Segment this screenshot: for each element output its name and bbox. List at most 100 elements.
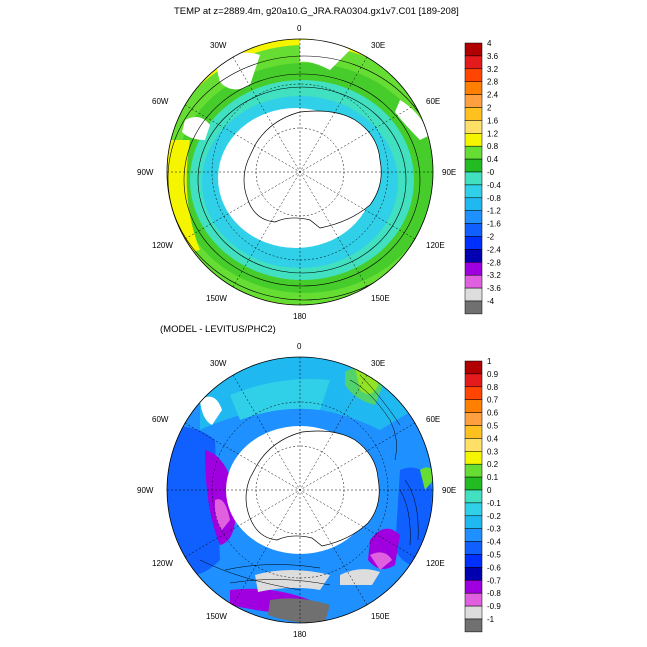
- bottom-colorbar-label-5: 0.5: [487, 422, 499, 431]
- top-lon-60w: 60W: [152, 97, 169, 106]
- bottom-lon-120w: 120W: [152, 559, 173, 568]
- top-colorbar-swatch-12: [464, 197, 483, 211]
- top-colorbar-swatch-11: [464, 184, 483, 199]
- bottom-colorbar-swatch-5: [464, 425, 483, 439]
- bottom-colorbar-label-17: -0.7: [487, 576, 501, 585]
- top-colorbar-label-19: -3.6: [487, 284, 501, 293]
- top-colorbar-label-9: 0.4: [487, 155, 499, 164]
- bottom-lon-150e: 150E: [371, 612, 390, 621]
- bottom-lon-30w: 30W: [210, 359, 227, 368]
- top-colorbar-swatch-14: [464, 223, 483, 237]
- bottom-colorbar-swatch-10: [464, 489, 483, 504]
- bottom-colorbar-swatch-14: [464, 541, 483, 555]
- top-colorbar: 4 3.6 3.2 2.8 2.4 2 1.6 1.2 0.8 0.4 -0 -0.4 -0.8 -1.2…: [464, 39, 501, 315]
- top-colorbar-label-15: -2: [487, 233, 495, 242]
- top-colorbar-swatch-6: [464, 120, 483, 134]
- top-colorbar-label-16: -2.4: [487, 245, 501, 254]
- top-colorbar-swatch-17: [464, 262, 483, 276]
- top-lon-90w: 90W: [137, 168, 154, 177]
- bottom-colorbar-label-2: 0.8: [487, 383, 499, 392]
- bottom-colorbar-label-3: 0.7: [487, 396, 499, 405]
- top-colorbar-swatch-16: [464, 249, 483, 263]
- bottom-colorbar-label-0: 1: [487, 357, 492, 366]
- bottom-colorbar-label-1: 0.9: [487, 370, 499, 379]
- bottom-colorbar-swatch-8: [464, 463, 483, 478]
- antarctica-outline-bottom: [245, 430, 380, 547]
- bottom-colorbar-swatch-11: [464, 502, 483, 517]
- top-colorbar-label-17: -2.8: [487, 258, 501, 267]
- top-colorbar-swatch-0: [464, 42, 483, 57]
- bottom-colorbar-label-4: 0.6: [487, 409, 499, 418]
- top-colorbar-swatch-20: [464, 300, 483, 315]
- top-colorbar-swatch-9: [464, 158, 483, 173]
- top-colorbar-swatch-5: [464, 107, 483, 121]
- top-colorbar-label-8: 0.8: [487, 142, 499, 151]
- bottom-colorbar-label-8: 0.2: [487, 460, 499, 469]
- bottom-lon-30e: 30E: [371, 359, 385, 368]
- top-colorbar-label-20: -4: [487, 297, 495, 306]
- bottom-lon-0: 0: [297, 342, 302, 351]
- top-colorbar-swatch-7: [464, 133, 483, 147]
- bottom-colorbar-swatch-6: [464, 438, 483, 452]
- top-polar-map: 0 30E 60E 90E 120E 150E 180 150W 120W 90…: [137, 24, 456, 321]
- bottom-colorbar-label-11: -0.1: [487, 499, 501, 508]
- bottom-colorbar-label-16: -0.6: [487, 563, 501, 572]
- top-colorbar-label-10: -0: [487, 168, 495, 177]
- bottom-colorbar-label-9: 0.1: [487, 473, 499, 482]
- top-lon-30w: 30W: [210, 41, 227, 50]
- top-colorbar-label-1: 3.6: [487, 52, 499, 61]
- top-colorbar-swatch-19: [464, 287, 483, 302]
- bottom-lon-180: 180: [293, 630, 307, 639]
- top-lon-150e: 150E: [371, 294, 390, 303]
- bottom-colorbar-label-20: -1: [487, 615, 495, 624]
- bottom-colorbar-swatch-3: [464, 399, 483, 413]
- top-lon-180: 180: [293, 312, 307, 321]
- top-colorbar-swatch-1: [464, 55, 483, 70]
- bottom-polar-map: 0 30E 60E 90E 120E 150E 180 150W 120W 90…: [137, 342, 456, 639]
- top-colorbar-label-2: 3.2: [487, 65, 499, 74]
- top-lon-90e: 90E: [442, 168, 456, 177]
- bottom-lon-150w: 150W: [206, 612, 227, 621]
- top-colorbar-label-7: 1.2: [487, 129, 499, 138]
- graticule-bottom: [167, 357, 433, 623]
- bottom-lon-90w: 90W: [137, 486, 154, 495]
- top-colorbar-label-0: 4: [487, 39, 492, 48]
- bottom-colorbar-swatch-19: [464, 605, 483, 620]
- bottom-colorbar-swatch-9: [464, 476, 483, 491]
- bottom-colorbar-label-14: -0.4: [487, 538, 501, 547]
- top-lon-120w: 120W: [152, 241, 173, 250]
- top-colorbar-swatch-8: [464, 145, 483, 160]
- bottom-colorbar-label-19: -0.9: [487, 602, 501, 611]
- bottom-colorbar-label-18: -0.8: [487, 589, 501, 598]
- top-lon-60e: 60E: [426, 97, 440, 106]
- top-lon-150w: 150W: [206, 294, 227, 303]
- bottom-panel-title: (MODEL - LEVITUS/PHC2): [160, 324, 276, 335]
- bottom-colorbar-swatch-13: [464, 528, 483, 542]
- top-colorbar-swatch-2: [464, 68, 483, 82]
- bottom-lon-120e: 120E: [426, 559, 445, 568]
- top-colorbar-swatch-13: [464, 210, 483, 224]
- bottom-colorbar-label-6: 0.4: [487, 434, 499, 443]
- bottom-lon-90e: 90E: [442, 486, 456, 495]
- bottom-colorbar-label-15: -0.5: [487, 551, 501, 560]
- top-map-border: [166, 38, 434, 306]
- top-colorbar-label-14: -1.6: [487, 220, 501, 229]
- top-colorbar-swatch-4: [464, 94, 483, 108]
- bottom-colorbar-swatch-17: [464, 580, 483, 594]
- bottom-colorbar-label-7: 0.3: [487, 447, 499, 456]
- bottom-colorbar-label-10: 0: [487, 486, 492, 495]
- bottom-map-border: [166, 356, 434, 624]
- top-lon-120e: 120E: [426, 241, 445, 250]
- bottom-colorbar-swatch-16: [464, 567, 483, 581]
- top-colorbar-swatch-15: [464, 236, 483, 250]
- bottom-colorbar: 1 0.9 0.8 0.7 0.6 0.5 0.4 0.3 0.2 0.1 0 -0.1 -0.2 -0.…: [464, 357, 501, 633]
- bottom-colorbar-swatch-12: [464, 515, 483, 529]
- bottom-colorbar-swatch-1: [464, 373, 483, 388]
- bottom-colorbar-swatch-20: [464, 618, 483, 633]
- bottom-lon-60e: 60E: [426, 415, 440, 424]
- top-colorbar-label-12: -0.8: [487, 194, 501, 203]
- bottom-lon-60w: 60W: [152, 415, 169, 424]
- top-panel-title: TEMP at z=2889.4m, g20a10.G_JRA.RA0304.g…: [174, 6, 459, 17]
- top-colorbar-label-3: 2.8: [487, 78, 499, 87]
- bottom-colorbar-label-12: -0.2: [487, 512, 501, 521]
